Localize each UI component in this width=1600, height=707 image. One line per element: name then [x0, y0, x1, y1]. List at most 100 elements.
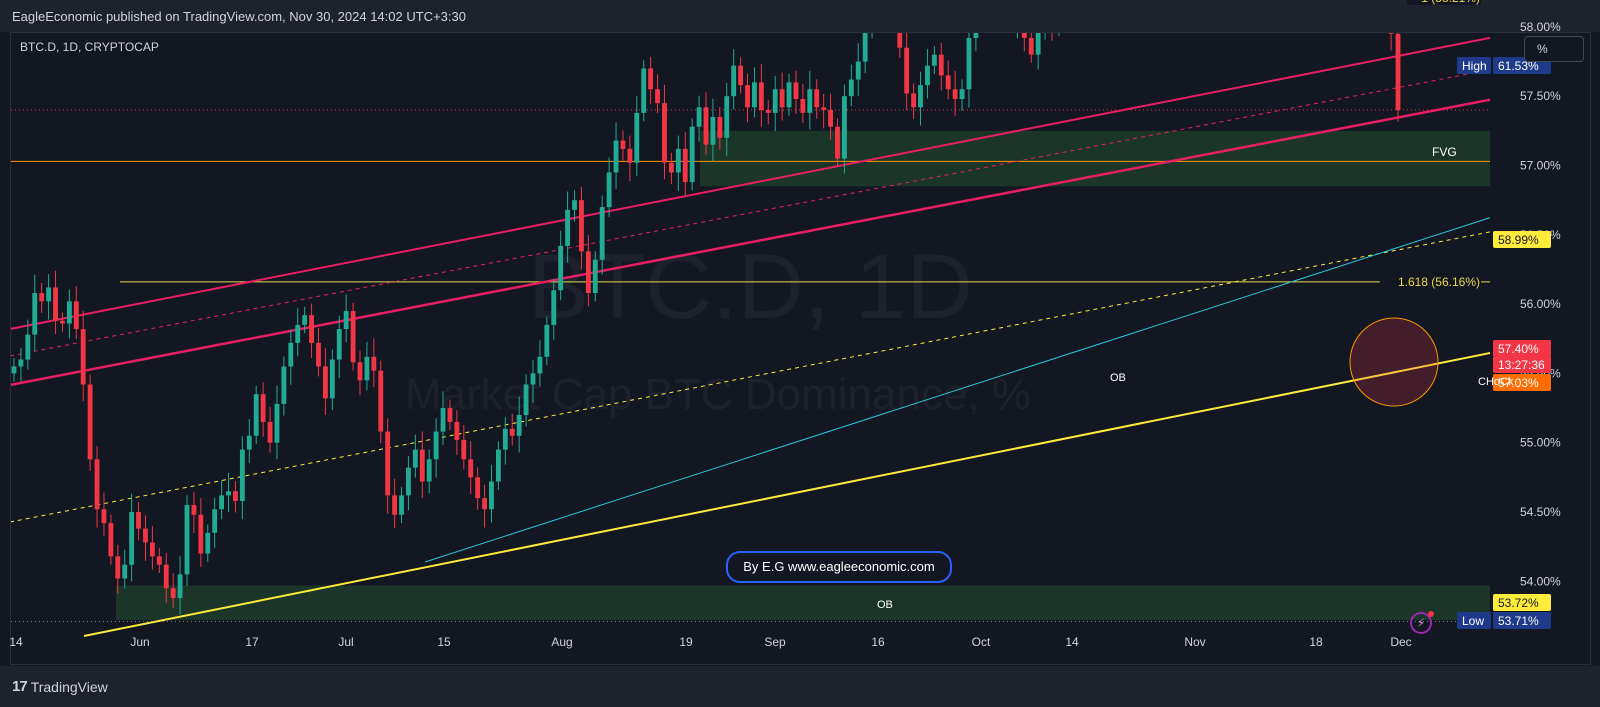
x-tick-label: Dec: [1390, 635, 1411, 649]
candle-body: [655, 89, 660, 104]
candle-body: [80, 329, 86, 385]
candle-body: [87, 384, 93, 460]
candle-body: [468, 459, 474, 478]
x-tick-label: Jul: [338, 635, 353, 649]
candle-body: [101, 509, 107, 524]
fib-label-6: 1.618 (56.16%): [1398, 275, 1480, 289]
symbol-info[interactable]: BTC.D, 1D, CRYPTOCAP: [20, 40, 159, 54]
candle-body: [253, 394, 259, 436]
fib-label-bg-6: [1379, 274, 1481, 289]
candle-body: [945, 75, 951, 90]
candle-body: [870, 0, 875, 20]
candle-body: [1035, 33, 1041, 55]
y-tick-label: 54.00%: [1520, 574, 1561, 588]
ob-label-upper: OB: [1110, 372, 1126, 384]
price-badge-0: High: [1462, 59, 1487, 73]
candle-body: [295, 324, 301, 343]
candle-body: [724, 96, 730, 138]
choch-label: CHoCk: [1478, 376, 1514, 388]
candle-body: [1395, 33, 1401, 111]
candle-body: [108, 523, 114, 557]
candle-body: [336, 329, 342, 360]
y-tick-label: 56.00%: [1520, 297, 1561, 311]
candle-body: [454, 421, 460, 440]
candle-body: [786, 82, 792, 108]
candle-body: [1028, 37, 1034, 55]
price-badge-bg-5: [1493, 374, 1551, 391]
candle-body: [1056, 0, 1061, 24]
candle-body: [115, 556, 121, 579]
candle-body: [32, 293, 38, 335]
candle-body: [53, 287, 58, 321]
candle-body: [959, 89, 965, 99]
candle-body: [46, 287, 52, 302]
candle-body: [980, 0, 985, 6]
candle-body: [807, 89, 813, 113]
candle-body: [143, 528, 148, 543]
x-tick-label: 15: [437, 635, 451, 649]
tradingview-logo[interactable]: 17 TradingView: [12, 678, 108, 695]
candle-body: [668, 162, 674, 173]
candle-body: [572, 200, 577, 210]
candle-body: [523, 384, 529, 415]
price-badge-3: 57.40%: [1498, 342, 1539, 356]
tradingview-logo-icon: 17: [12, 678, 28, 695]
candle-body: [475, 477, 481, 499]
candle-body: [772, 89, 778, 113]
candle-body: [648, 68, 654, 90]
candle-body: [641, 68, 647, 113]
candle-body: [966, 37, 972, 90]
candle-body: [800, 98, 806, 113]
candle-body: [717, 116, 723, 138]
candle-body: [696, 107, 702, 127]
candle-body: [620, 140, 626, 149]
x-tick-label: 19: [679, 635, 693, 649]
y-tick-label: 58.00%: [1520, 20, 1561, 34]
candle-body: [73, 301, 79, 330]
candle-body: [212, 509, 218, 533]
candle-body: [136, 512, 141, 529]
candle-body: [606, 172, 612, 208]
candle-body: [288, 342, 294, 367]
ob-label-lower: OB: [877, 599, 893, 611]
candle-body: [198, 514, 204, 554]
candle-body: [689, 126, 695, 183]
flash-icon[interactable]: ⚡: [1410, 612, 1432, 634]
price-badge-1: 61.53%: [1498, 59, 1539, 73]
candle-body: [752, 82, 757, 108]
tradingview-logo-text: TradingView: [30, 678, 108, 695]
trendline-channel-upper: [11, 36, 1490, 330]
candle-body: [350, 311, 356, 363]
candle-body: [779, 89, 785, 108]
candle-body: [1382, 0, 1387, 10]
highlight-circle: [1349, 317, 1439, 407]
candle-body: [1043, 10, 1048, 29]
trendline-channel-lower: [11, 98, 1490, 387]
candle-body: [579, 200, 584, 252]
candle-body: [544, 324, 550, 357]
candle-body: [1008, 13, 1013, 20]
ob-zone-upper: [700, 130, 1490, 187]
unit-button[interactable]: %: [1524, 36, 1584, 62]
candle-body: [482, 498, 487, 510]
candle-body: [66, 301, 72, 324]
x-tick-label: 16: [871, 635, 885, 649]
candle-body: [385, 431, 391, 496]
candle-body: [703, 107, 709, 145]
x-tick-label: Oct: [972, 635, 991, 649]
footer-bar: [0, 666, 1600, 707]
candle-body: [309, 315, 314, 343]
candle-body: [39, 293, 45, 302]
candle-body: [516, 414, 522, 436]
candle-body: [551, 290, 557, 325]
candle-body: [682, 148, 688, 183]
candle-body: [440, 408, 446, 432]
candle-body: [412, 449, 418, 468]
candle-body: [239, 449, 245, 501]
candle-body: [177, 574, 183, 598]
candle-body: [848, 79, 854, 97]
candle-body: [18, 359, 24, 367]
candle-body: [745, 85, 750, 108]
price-badge-5: 57.03%: [1498, 376, 1539, 390]
